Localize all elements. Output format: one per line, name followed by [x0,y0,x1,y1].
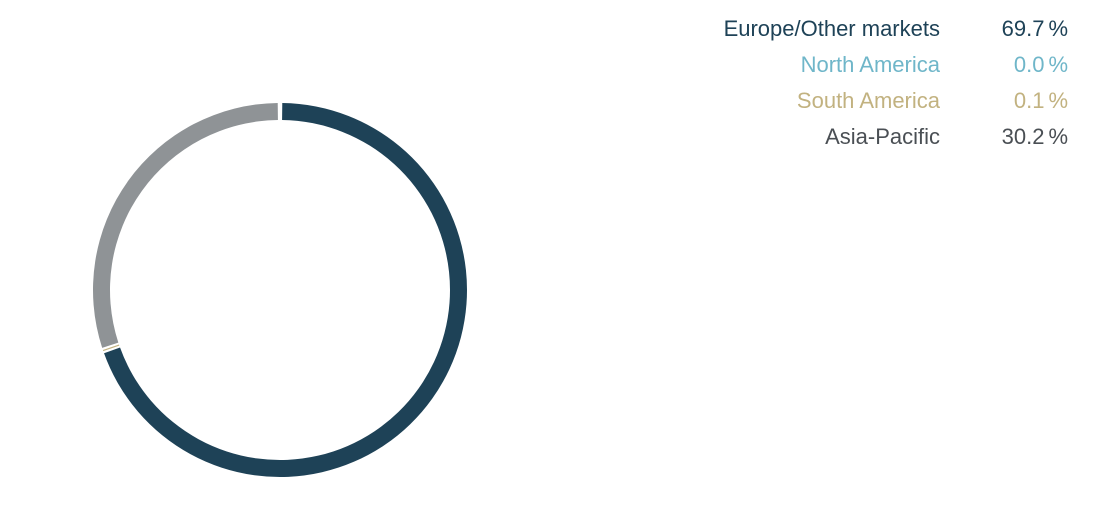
legend: Europe/Other markets 69.7% North America 0.… [640,18,1068,162]
legend-value-number: 69.7 [1002,16,1045,41]
legend-row: Asia-Pacific 30.2% [640,126,1068,162]
figure-root: Europe/Other markets 69.7% North America 0.… [0,0,1120,520]
legend-label: Europe/Other markets [640,18,940,40]
legend-row: North America 0.0% [640,54,1068,90]
legend-label: Asia-Pacific [640,126,940,148]
legend-value: 69.7% [958,18,1068,40]
legend-row: South America 0.1% [640,90,1068,126]
legend-value-number: 0.0 [1014,52,1045,77]
legend-label: North America [640,54,940,76]
legend-value-unit: % [1048,52,1068,77]
legend-value-number: 30.2 [1002,124,1045,149]
legend-value-unit: % [1048,88,1068,113]
legend-value: 0.1% [958,90,1068,112]
donut-segment-asia_pacific [93,103,278,348]
legend-value-unit: % [1048,124,1068,149]
legend-value: 30.2% [958,126,1068,148]
legend-value-unit: % [1048,16,1068,41]
legend-value-number: 0.1 [1014,88,1045,113]
legend-label: South America [640,90,940,112]
legend-value: 0.0% [958,54,1068,76]
legend-row: Europe/Other markets 69.7% [640,18,1068,54]
